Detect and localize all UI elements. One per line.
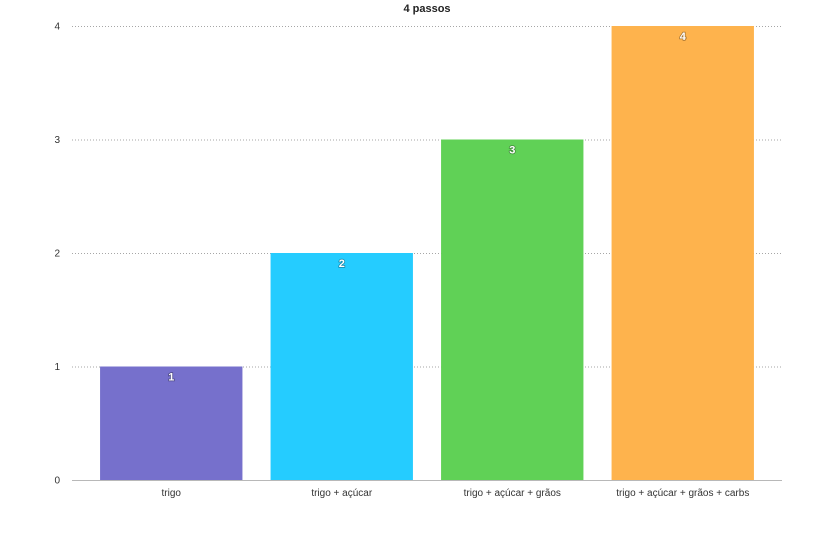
y-axis-ticks: 0 1 2 3 4	[54, 22, 60, 487]
data-label: 3	[509, 145, 515, 157]
data-label: 4	[680, 31, 687, 43]
x-tick-label: trigo	[162, 488, 182, 499]
data-label: 1	[168, 372, 174, 384]
y-tick-label: 2	[54, 249, 60, 260]
y-tick-label: 3	[54, 135, 60, 146]
bar	[100, 366, 243, 480]
x-tick-label: trigo + açúcar + grãos	[464, 488, 561, 499]
bar	[441, 139, 584, 480]
x-tick-label: trigo + açúcar	[311, 488, 373, 499]
bar	[270, 253, 413, 480]
data-label: 2	[339, 258, 345, 270]
y-tick-label: 4	[54, 22, 60, 33]
y-tick-label: 1	[54, 362, 60, 373]
bar	[611, 26, 754, 480]
x-tick-label: trigo + açúcar + grãos + carbs	[616, 488, 749, 499]
bars: 1 2 3 4	[100, 26, 754, 480]
y-tick-label: 0	[54, 476, 60, 487]
x-axis-ticks: trigo trigo + açúcar trigo + açúcar + grão…	[162, 488, 750, 499]
chart-title: 4 passos	[403, 3, 450, 15]
